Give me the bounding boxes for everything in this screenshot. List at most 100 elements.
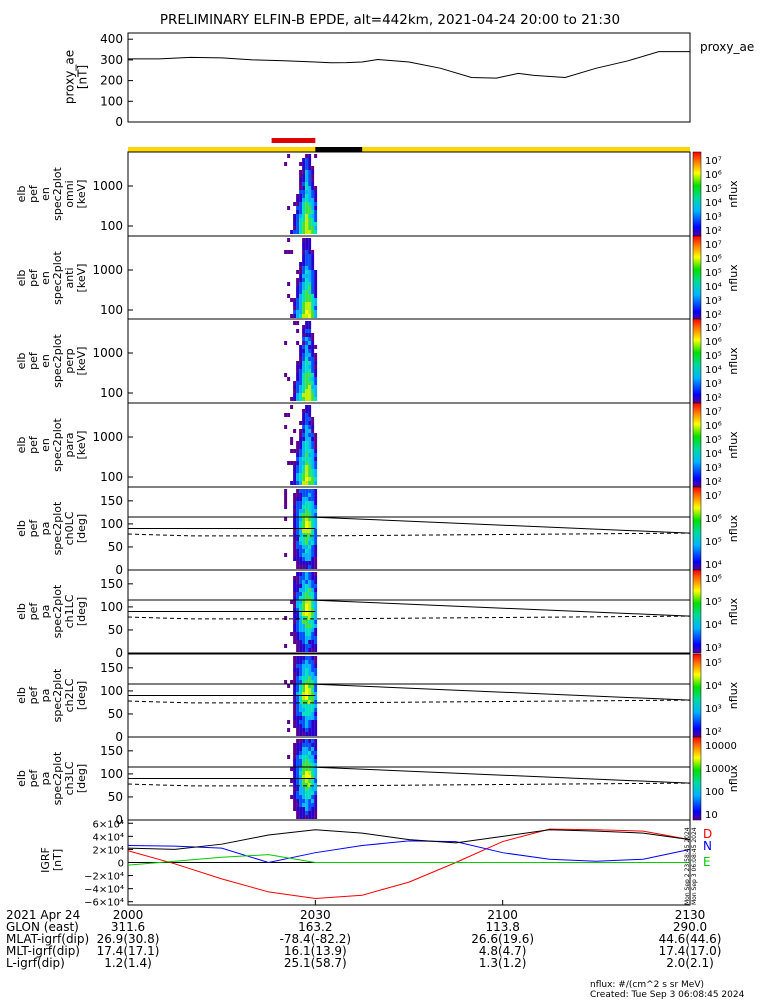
pa-0-cell xyxy=(284,505,288,509)
pa-3-cell xyxy=(305,795,309,799)
pa-3-cell xyxy=(305,787,309,791)
pa-2-cell xyxy=(296,688,300,692)
spec-2-cell xyxy=(290,397,294,401)
pa-3-cell xyxy=(302,763,306,767)
spec-2-ylabel-line-2: en xyxy=(39,354,52,368)
pa-0-cell xyxy=(293,513,297,517)
spec-1-cell xyxy=(314,314,318,318)
spec-3-cell xyxy=(302,417,306,421)
spec-0-cell xyxy=(302,230,306,234)
pa-2-cell xyxy=(296,680,300,684)
pa-0-cell xyxy=(305,557,309,561)
pa-1-cell xyxy=(302,596,306,600)
spec-0-cell xyxy=(314,210,318,214)
spec-3-cell xyxy=(290,405,294,409)
spec-2-cell xyxy=(311,381,315,385)
pa-0-cell xyxy=(302,565,306,569)
spec-0-cell xyxy=(299,182,303,186)
spec-1-cell xyxy=(296,286,300,290)
spec-0-cell xyxy=(314,218,318,222)
pa-2-cell xyxy=(299,680,303,684)
pa-1-cell xyxy=(296,576,300,580)
spec-0-cell xyxy=(296,210,300,214)
pa-2-cell xyxy=(299,708,303,712)
pa-3-cell xyxy=(299,791,303,795)
spec-2-cell xyxy=(296,341,300,345)
spec-0-cell xyxy=(290,230,294,234)
spec-0-cell xyxy=(314,190,318,194)
spec-1-cell xyxy=(290,314,294,318)
pa-1-cell xyxy=(302,644,306,648)
pa-2-cell xyxy=(311,716,315,720)
pa-0-cell xyxy=(305,489,309,493)
pa-3-cell xyxy=(314,807,318,811)
axis-cell: 25.1(58.7) xyxy=(284,956,347,970)
spec-0-ylabel-line-3: spec2plot xyxy=(51,167,64,221)
pa-2-cell xyxy=(296,668,300,672)
spec-3-cell xyxy=(302,429,306,433)
pa-2-cell xyxy=(305,696,309,700)
spec-1-cell xyxy=(305,242,309,246)
pa-1-cell xyxy=(296,580,300,584)
pa-3-cell xyxy=(293,775,297,779)
axis-row-label: 2021 Apr 24 xyxy=(6,908,80,922)
pa-3-colorbar xyxy=(692,736,702,821)
spec-3-cell xyxy=(311,429,315,433)
pa-1-cell xyxy=(299,600,303,604)
pa-2-cell xyxy=(299,712,303,716)
axis-cell: 1.2(1.4) xyxy=(104,956,152,970)
pa-1-cell xyxy=(299,596,303,600)
spec-0-cell xyxy=(305,194,309,198)
pa-1-cell xyxy=(311,612,315,616)
pa-0-cell xyxy=(302,553,306,557)
spec-3-cell xyxy=(305,437,309,441)
pa-2-ylabel-line-1: pef xyxy=(27,686,40,705)
spec-1-cell xyxy=(311,250,315,254)
spec-2-cell xyxy=(302,373,306,377)
spec-0-cell xyxy=(314,154,318,158)
pa-1-cell xyxy=(305,576,309,580)
spec-1-cell xyxy=(302,258,306,262)
pa-0-cell xyxy=(302,513,306,517)
pa-0-cell xyxy=(305,517,309,521)
pa-3-cell xyxy=(305,803,309,807)
spec-3-cell xyxy=(305,405,309,409)
pa-1-cell xyxy=(311,608,315,612)
spec-2-cell xyxy=(311,385,315,389)
pa-3-cell xyxy=(308,783,312,787)
spec-2-cell xyxy=(311,369,315,373)
pa-0-cell xyxy=(299,549,303,553)
spec-2-cell xyxy=(305,333,309,337)
spec-2-cell xyxy=(305,361,309,365)
spec-3-cell xyxy=(314,453,318,457)
spec-1-cell xyxy=(296,270,300,274)
pa-0-cell xyxy=(308,493,312,497)
pa-2-cell xyxy=(302,712,306,716)
pa-2-cell xyxy=(302,696,306,700)
spec-2-cell xyxy=(314,393,318,397)
pa-3-line-dashed xyxy=(127,782,691,787)
pa-0-cell xyxy=(314,553,318,557)
pa-3-cell xyxy=(305,767,309,771)
spec-2-cell xyxy=(305,341,309,345)
spec-2-cell xyxy=(314,385,318,389)
pa-0-cell xyxy=(293,509,297,513)
spec-3-cell xyxy=(296,469,300,473)
pa-2-cell xyxy=(314,700,318,704)
pa-2-cell xyxy=(293,708,297,712)
spec-2-cbar-tick: 10⁷ xyxy=(705,323,722,334)
spec-0-cell xyxy=(296,218,300,222)
pa-0-cell xyxy=(296,533,300,537)
pa-3-cell xyxy=(302,779,306,783)
spec-1-cell xyxy=(308,238,312,242)
spec-0-cell xyxy=(308,162,312,166)
pa-3-cell xyxy=(302,811,306,815)
spec-3-cell xyxy=(290,481,294,485)
spec-0-cell xyxy=(305,182,309,186)
spec-0-cell xyxy=(302,202,306,206)
spec-2-colorbar xyxy=(692,318,702,404)
spec-2-cell xyxy=(299,369,303,373)
pa-1-tick-label: 150 xyxy=(100,577,123,591)
pa-0-cell xyxy=(293,557,297,561)
